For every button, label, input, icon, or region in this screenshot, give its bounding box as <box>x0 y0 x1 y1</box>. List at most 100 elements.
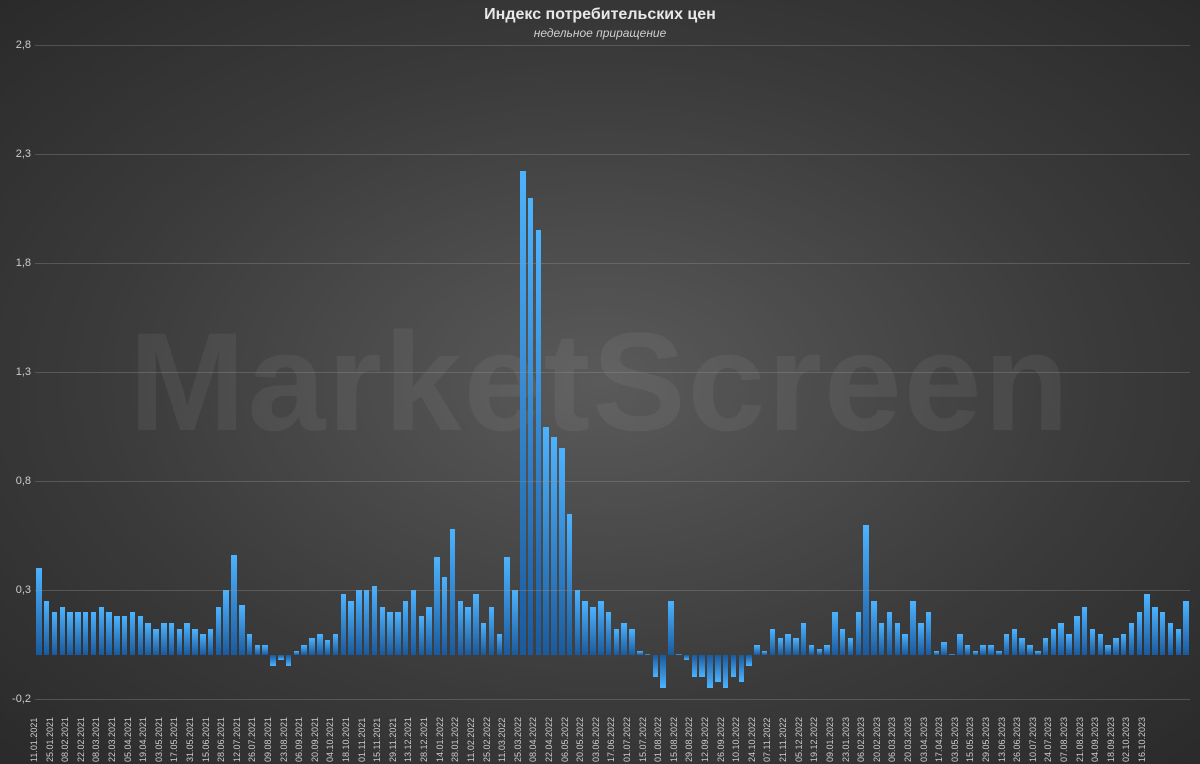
bar <box>1121 634 1127 656</box>
bar <box>996 651 1002 655</box>
x-tick-label: 31.05.2021 <box>185 717 195 762</box>
bar <box>567 514 573 656</box>
x-tick-label: 13.12.2021 <box>403 717 413 762</box>
x-tick-label: 08.03.2021 <box>91 717 101 762</box>
bar <box>1168 623 1174 656</box>
bar <box>419 616 425 655</box>
bar <box>887 612 893 656</box>
grid-line <box>35 263 1190 264</box>
bar <box>614 629 620 655</box>
bar <box>543 427 549 656</box>
grid-line <box>35 699 1190 700</box>
x-tick-label: 21.11.2022 <box>778 718 788 762</box>
bar <box>653 655 659 677</box>
bar <box>83 612 89 656</box>
bar <box>575 590 581 655</box>
bar <box>1152 607 1158 655</box>
x-tick-label: 09.08.2021 <box>263 717 273 762</box>
bar <box>114 616 120 655</box>
x-tick-label: 19.04.2021 <box>138 717 148 762</box>
x-tick-label: 11.03.2022 <box>497 718 507 762</box>
y-tick-label: 2,8 <box>7 39 31 51</box>
bar <box>723 655 729 688</box>
x-tick-label: 26.09.2022 <box>716 717 726 762</box>
bar <box>231 555 237 655</box>
bar <box>99 607 105 655</box>
grid-line <box>35 481 1190 482</box>
x-tick-label: 08.02.2021 <box>60 717 70 762</box>
bar <box>1043 638 1049 655</box>
bar <box>177 629 183 655</box>
bar <box>965 645 971 656</box>
grid-line <box>35 154 1190 155</box>
x-tick-label: 10.10.2022 <box>731 717 741 762</box>
bar <box>489 607 495 655</box>
x-tick-label: 16.10.2023 <box>1137 717 1147 762</box>
x-tick-label: 03.04.2023 <box>919 717 929 762</box>
bar <box>317 634 323 656</box>
bar <box>380 607 386 655</box>
bar <box>1082 607 1088 655</box>
bar <box>36 568 42 655</box>
bar <box>1105 645 1111 656</box>
bar <box>910 601 916 656</box>
bar <box>746 655 752 666</box>
bar <box>426 607 432 655</box>
bar <box>1090 629 1096 655</box>
x-tick-label: 25.03.2022 <box>513 717 523 762</box>
bar <box>520 171 526 655</box>
x-tick-label: 08.04.2022 <box>528 717 538 762</box>
bar <box>434 557 440 655</box>
x-tick-label: 19.12.2022 <box>809 717 819 762</box>
grid-line <box>35 372 1190 373</box>
x-tick-label: 03.05.2023 <box>950 717 960 762</box>
grid-line <box>35 590 1190 591</box>
x-tick-label: 15.08.2022 <box>669 717 679 762</box>
x-tick-label: 24.07.2023 <box>1043 717 1053 762</box>
x-tick-label: 01.11.2021 <box>357 718 367 762</box>
x-tick-label: 17.04.2023 <box>934 717 944 762</box>
x-tick-label: 28.12.2021 <box>419 717 429 762</box>
bar <box>879 623 885 656</box>
x-tick-label: 17.05.2021 <box>169 717 179 762</box>
x-tick-label: 25.01.2021 <box>45 717 55 762</box>
bar <box>832 612 838 656</box>
x-tick-label: 22.02.2021 <box>76 717 86 762</box>
bar <box>138 616 144 655</box>
x-tick-label: 05.12.2022 <box>794 717 804 762</box>
bar <box>44 601 50 656</box>
x-tick-label: 25.02.2022 <box>482 717 492 762</box>
bar <box>1098 634 1104 656</box>
bar <box>247 634 253 656</box>
x-tick-label: 29.05.2023 <box>981 717 991 762</box>
x-axis-labels: 11.01.202125.01.202108.02.202122.02.2021… <box>35 702 1190 762</box>
bar <box>356 590 362 655</box>
bar <box>91 612 97 656</box>
x-tick-label: 03.06.2022 <box>591 717 601 762</box>
bar <box>645 654 651 655</box>
bar <box>871 601 877 656</box>
x-tick-label: 09.01.2023 <box>825 717 835 762</box>
bar <box>699 655 705 677</box>
x-tick-label: 11.02.2022 <box>466 718 476 762</box>
y-tick-label: 1,8 <box>7 257 31 269</box>
bar <box>637 651 643 655</box>
bar <box>200 634 206 656</box>
grid-line <box>35 45 1190 46</box>
bar <box>629 629 635 655</box>
bar <box>450 529 456 655</box>
bar <box>715 655 721 681</box>
bar <box>60 607 66 655</box>
bar <box>473 594 479 655</box>
x-tick-label: 07.11.2022 <box>762 718 772 762</box>
x-tick-label: 29.08.2022 <box>684 717 694 762</box>
bar <box>559 448 565 655</box>
x-tick-label: 15.06.2021 <box>201 717 211 762</box>
bar <box>949 654 955 655</box>
bar <box>684 655 690 659</box>
x-tick-label: 11.01.2021 <box>29 718 39 762</box>
bar <box>582 601 588 656</box>
x-tick-label: 12.09.2022 <box>700 717 710 762</box>
bar <box>387 612 393 656</box>
x-tick-label: 22.03.2021 <box>107 717 117 762</box>
